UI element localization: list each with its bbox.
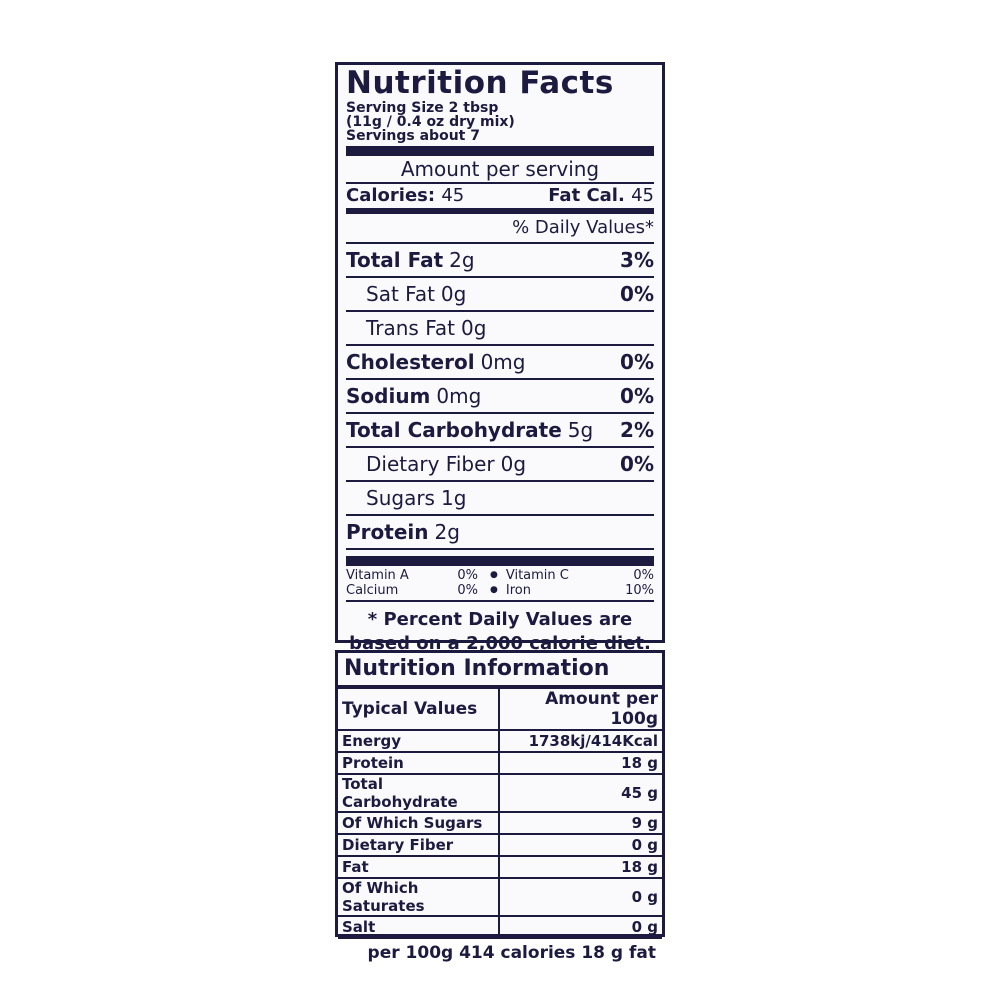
nutrient-name: Cholesterol: [346, 350, 475, 374]
vitamin-name: Iron: [505, 583, 531, 598]
nutrient-amount: 2g: [434, 520, 460, 544]
nutrient-amount: 5g: [567, 418, 594, 442]
vitamin-name: Vitamin C: [505, 568, 569, 583]
info-row: Protein 18 g: [338, 751, 662, 775]
amount-per-serving: Amount per serving: [346, 156, 654, 184]
cell: Fat: [338, 855, 500, 879]
cell: Total Carbohydrate: [338, 773, 500, 813]
info-table: Typical Values Amount per 100g Energy 1738k…: [338, 687, 662, 939]
nutrient-name: Protein: [346, 520, 429, 544]
serving-size: Serving Size 2 tbsp: [346, 100, 499, 116]
nutrient-row: Protein 2g: [346, 516, 654, 550]
daily-value: 0%: [620, 384, 654, 408]
daily-value: 0%: [620, 282, 654, 306]
fat-cal: 45: [631, 185, 654, 206]
calories-label: Calories:: [346, 185, 436, 206]
vitamins: Vitamin A 0% ● Vitamin C 0% Calcium 0% ● Iron 10%: [346, 566, 654, 602]
nutrient-row: Sat Fat 0g 0%: [346, 278, 654, 312]
footnote-line: * Percent Daily Values are: [367, 609, 633, 630]
cell: Amount per 100g: [498, 687, 662, 731]
cell: 0 g: [498, 833, 662, 857]
nutrition-facts-panel: Nutrition Facts Serving Size 2 tbsp (11g…: [335, 62, 665, 654]
info-row: Of Which Sugars 9 g: [338, 811, 662, 835]
nutrient-amount: 0g: [460, 316, 487, 340]
info-title: Nutrition Information: [338, 653, 662, 687]
footnote-line: based on a 2,000 calorie diet.: [349, 633, 651, 654]
cell: 9 g: [498, 811, 662, 835]
cell: Typical Values: [338, 687, 500, 731]
info-row: Total Carbohydrate 45 g: [338, 773, 662, 813]
nutrient-name: Dietary Fiber: [366, 452, 495, 476]
nutrient-row: Sugars 1g: [346, 482, 654, 516]
vitamin-line: Vitamin A 0% ● Vitamin C 0%: [346, 568, 654, 583]
cell: Dietary Fiber: [338, 833, 500, 857]
divider: [346, 146, 654, 156]
cell: Energy: [338, 729, 500, 753]
nutrient-row: Trans Fat 0g: [346, 312, 654, 346]
info-row: Dietary Fiber 0 g: [338, 833, 662, 857]
cell: Of Which Sugars: [338, 811, 500, 835]
calories-row: Calories: 45 Fat Cal. 45: [346, 184, 654, 208]
divider: [346, 556, 654, 566]
divider: [346, 208, 654, 214]
nutrient-amount: 0g: [440, 282, 467, 306]
bullet: ●: [490, 570, 498, 580]
footnote: * Percent Daily Values are based on a 2,0…: [346, 608, 654, 656]
vitamin-value: 0%: [457, 583, 478, 598]
nutrient-name: Total Fat: [346, 248, 444, 272]
daily-value: 2%: [620, 418, 654, 442]
cell: 1738kj/414Kcal: [498, 729, 662, 753]
cell: Salt: [338, 915, 500, 939]
nutrient-amount: 1g: [440, 486, 467, 510]
nutrient-row: Sodium 0mg 0%: [346, 380, 654, 414]
bullet: ●: [490, 585, 498, 595]
vitamin-value: 0%: [633, 568, 654, 583]
cell: 0 g: [498, 877, 662, 917]
nutrient-amount: 2g: [449, 248, 475, 272]
nutrient-name: Sat Fat: [366, 282, 435, 306]
nutrient-name: Total Carbohydrate: [346, 418, 562, 442]
nutrient-name: Sugars: [366, 486, 435, 510]
cell: 18 g: [498, 855, 662, 879]
nutrition-info-panel: Nutrition Information Typical Values Amou…: [335, 650, 665, 963]
nutrient-row: Total Fat 2g 3%: [346, 244, 654, 278]
daily-value: 3%: [620, 248, 654, 272]
info-header: Typical Values Amount per 100g: [338, 687, 662, 731]
vitamin-line: Calcium 0% ● Iron 10%: [346, 583, 654, 598]
title: Nutrition Facts: [346, 65, 614, 101]
info-row: Energy 1738kj/414Kcal: [338, 729, 662, 753]
nutrient-amount: 0g: [500, 452, 527, 476]
nutrient-row: Cholesterol 0mg 0%: [346, 346, 654, 380]
cell: 0 g: [498, 915, 662, 939]
servings: Servings about 7: [346, 128, 480, 144]
info-row: Fat 18 g: [338, 855, 662, 879]
cell: 18 g: [498, 751, 662, 775]
fat-cal-label: Fat Cal.: [548, 185, 625, 206]
vitamin-value: 0%: [457, 568, 478, 583]
nutrient-row: Total Carbohydrate 5g 2%: [346, 414, 654, 448]
vitamin-name: Calcium: [346, 583, 399, 598]
vitamin-name: Vitamin A: [346, 568, 409, 583]
nutrient-row: Dietary Fiber 0g 0%: [346, 448, 654, 482]
cell: Of Which Saturates: [338, 877, 500, 917]
nutrient-name: Trans Fat: [366, 316, 455, 340]
daily-values-header: % Daily Values*: [346, 214, 654, 244]
cell: Protein: [338, 751, 500, 775]
serving-detail: (11g / 0.4 oz dry mix): [346, 114, 515, 130]
info-row: Of Which Saturates 0 g: [338, 877, 662, 917]
cell: 45 g: [498, 773, 662, 813]
nutrient-amount: 0mg: [436, 384, 482, 408]
vitamin-value: 10%: [625, 583, 654, 598]
nutrient-name: Sodium: [346, 384, 431, 408]
info-footer: per 100g 414 calories 18 g fat: [367, 943, 656, 963]
daily-value: 0%: [620, 452, 654, 476]
calories: 45: [441, 185, 465, 206]
info-row: Salt 0 g: [338, 915, 662, 939]
daily-value: 0%: [620, 350, 654, 374]
nutrient-rows: Total Fat 2g 3% Sat Fat 0g 0% Trans Fat 0g Chole…: [346, 244, 654, 550]
nutrient-amount: 0mg: [480, 350, 526, 374]
